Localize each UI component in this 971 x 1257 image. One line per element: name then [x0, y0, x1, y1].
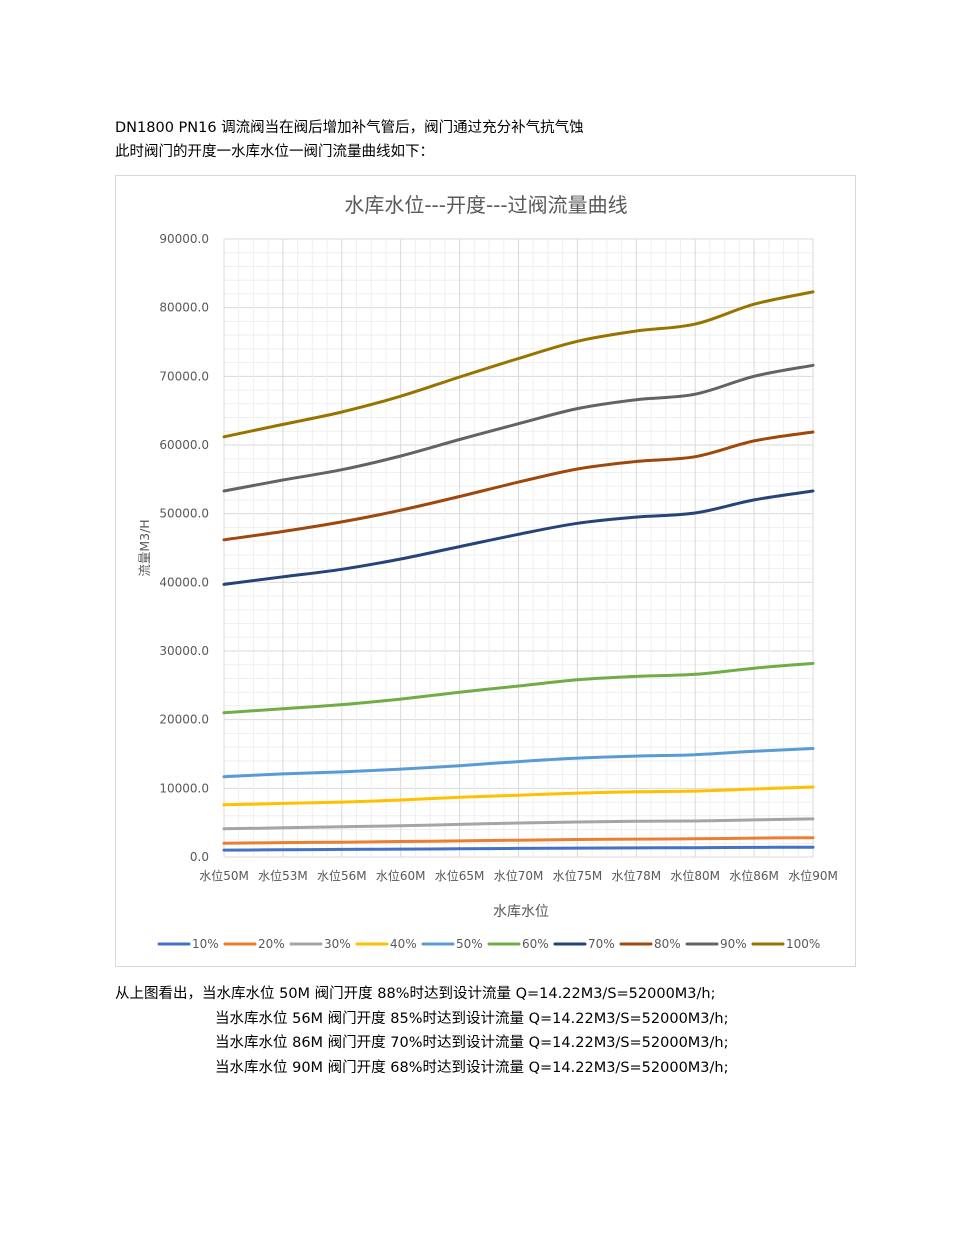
series-line-100pct	[222, 290, 815, 439]
legend-label: 10%	[192, 937, 219, 951]
x-tick-label: 水位53M	[258, 868, 308, 883]
series-line-80pct	[222, 430, 815, 542]
note-line-2: 当水库水位 56M 阀门开度 85%时达到设计流量 Q=14.22M3/S=52…	[215, 1010, 729, 1027]
legend-label: 20%	[258, 937, 285, 951]
legend-label: 80%	[654, 937, 681, 951]
x-tick-label: 水位50M	[199, 868, 249, 883]
series-line-70pct	[222, 489, 815, 586]
y-tick-label: 50000.0	[159, 507, 209, 521]
y-tick-label: 10000.0	[159, 781, 209, 795]
series-line-60pct	[222, 661, 815, 715]
y-tick-label: 70000.0	[159, 369, 209, 383]
x-tick-labels: 水位50M 水位53M 水位56M 水位60M 水位65M 水位70M 水位75M 水位78M…	[199, 868, 838, 883]
chart-title: 水库水位---开度---过阀流量曲线	[344, 193, 627, 217]
y-tick-label: 40000.0	[159, 575, 209, 589]
note-line-3: 当水库水位 86M 阀门开度 70%时达到设计流量 Q=14.22M3/S=52…	[215, 1035, 729, 1051]
x-tick-label: 水位70M	[494, 868, 544, 883]
series-line-50pct	[222, 747, 815, 779]
chart-container: 水库水位---开度---过阀流量曲线 0.0 10000.0 20000.0 3000…	[115, 175, 856, 967]
series-line-10pct	[222, 845, 815, 852]
y-tick-label: 0.0	[190, 850, 209, 864]
y-tick-labels: 0.0 10000.0 20000.0 30000.0 40000.0 50000.0 60…	[159, 232, 209, 864]
legend: 10% 20% 30% 40% 50% 60% 70% 80% 90% 100%	[157, 937, 820, 951]
series-lines	[222, 290, 815, 852]
x-tick-label: 水位56M	[317, 868, 367, 883]
line-chart: 水库水位---开度---过阀流量曲线 0.0 10000.0 20000.0 3000…	[137, 193, 838, 951]
x-tick-label: 水位80M	[670, 868, 720, 883]
grid-lines	[223, 238, 814, 858]
legend-label: 40%	[390, 937, 417, 951]
legend-label: 50%	[456, 937, 483, 951]
x-tick-label: 水位90M	[788, 868, 838, 883]
y-axis-label: 流量M3/H	[137, 519, 152, 576]
legend-label: 30%	[324, 937, 351, 951]
intro-line-2: 此时阀门的开度一水库水位一阀门流量曲线如下：	[115, 144, 434, 160]
series-line-90pct	[222, 363, 815, 493]
x-tick-label: 水位65M	[435, 868, 485, 883]
x-axis-label: 水库水位	[493, 904, 549, 920]
series-line-20pct	[222, 836, 815, 845]
note-line-1: 从上图看出，当水库水位 50M 阀门开度 88%时达到设计流量 Q=14.22M…	[115, 986, 716, 1002]
y-tick-label: 80000.0	[159, 301, 209, 315]
legend-label: 100%	[786, 937, 820, 951]
series-line-40pct	[222, 785, 815, 807]
y-tick-label: 20000.0	[159, 713, 209, 727]
series-line-30pct	[222, 817, 815, 831]
legend-label: 60%	[522, 937, 549, 951]
x-tick-label: 水位60M	[376, 868, 426, 883]
y-tick-label: 90000.0	[159, 232, 209, 246]
x-tick-label: 水位78M	[611, 868, 661, 883]
x-tick-label: 水位75M	[553, 868, 603, 883]
intro-text: DN1800 PN16 调流阀当在阀后增加补气管后，阀门通过充分补气抗气蚀 此时…	[115, 116, 584, 164]
legend-label: 90%	[720, 937, 747, 951]
x-tick-label: 水位86M	[729, 868, 779, 883]
legend-label: 70%	[588, 937, 615, 951]
y-tick-label: 30000.0	[159, 644, 209, 658]
y-tick-label: 60000.0	[159, 438, 209, 452]
note-line-4: 当水库水位 90M 阀门开度 68%时达到设计流量 Q=14.22M3/S=52…	[215, 1059, 729, 1076]
intro-line-1: DN1800 PN16 调流阀当在阀后增加补气管后，阀门通过充分补气抗气蚀	[115, 120, 584, 136]
conclusion-notes: 从上图看出，当水库水位 50M 阀门开度 88%时达到设计流量 Q=14.22M…	[115, 982, 729, 1080]
